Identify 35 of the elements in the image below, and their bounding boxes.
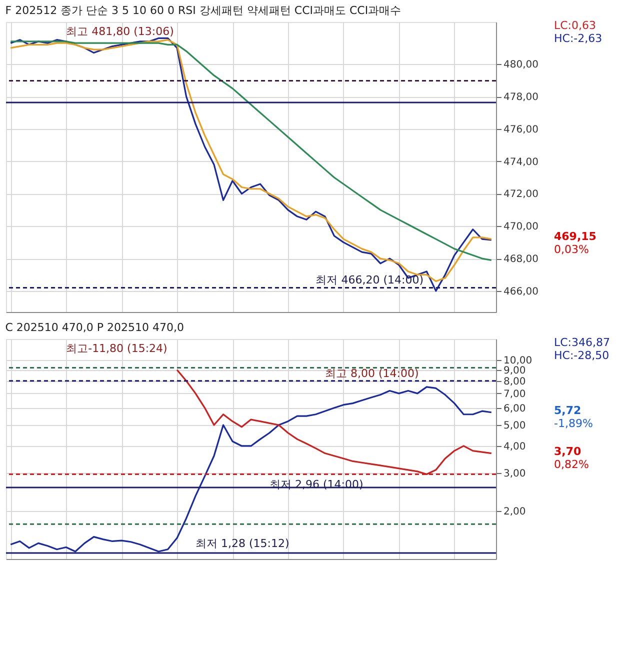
y-tick-label: 10,00 <box>504 355 532 366</box>
text: HC:-2,63 <box>554 32 602 45</box>
annotation: 최고 8,00 (14:00) <box>324 366 419 380</box>
y-tick-label: 478,00 <box>504 92 538 104</box>
text: -1,89% <box>554 417 593 430</box>
y-tick-label: 480,00 <box>504 60 538 71</box>
y-tick-label: 466,00 <box>504 286 538 298</box>
y-tick-label: 8,00 <box>504 376 526 388</box>
y-tick-label: 6,00 <box>504 403 526 414</box>
y-tick-label: 3,00 <box>504 468 526 480</box>
y-tick-label: 9,00 <box>504 365 526 376</box>
y-tick-label: 5,00 <box>504 420 526 432</box>
y-tick-label: 470,00 <box>504 222 538 233</box>
y-tick-label: 472,00 <box>504 189 538 200</box>
text: LC:346,87 <box>554 336 610 349</box>
chart-title: F 202512 종가 단순 3 5 10 60 0 RSI 강세패턴 약세패턴 CCI과매도 CCI과매수 <box>5 4 402 17</box>
text: LC:0,63 <box>554 19 596 32</box>
y-tick-label: 468,00 <box>504 254 538 266</box>
text: HC:-28,50 <box>554 349 610 362</box>
annotation: 최고-11,80 (15:24) <box>66 342 168 355</box>
y-tick-label: 4,00 <box>504 441 526 452</box>
chart-title: C 202510 470,0 P 202510 470,0 <box>5 321 184 334</box>
y-tick-label: 476,00 <box>504 124 538 136</box>
y-tick-label: 474,00 <box>504 156 538 168</box>
text: 0,03% <box>554 243 589 256</box>
annotation: 최저 1,28 (15:12) <box>196 537 290 550</box>
line-series <box>10 386 492 552</box>
text: 3,70 <box>554 445 582 458</box>
annotation: 최저 466,20 (14:00) <box>316 274 424 287</box>
y-tick-label: 2,00 <box>504 506 526 518</box>
annotation: 최고 481,80 (13:06) <box>66 25 174 38</box>
text: 0,82% <box>554 458 589 471</box>
y-tick-label: 7,00 <box>504 388 526 400</box>
text: 469,15 <box>554 230 596 243</box>
text: 5,72 <box>554 404 582 417</box>
